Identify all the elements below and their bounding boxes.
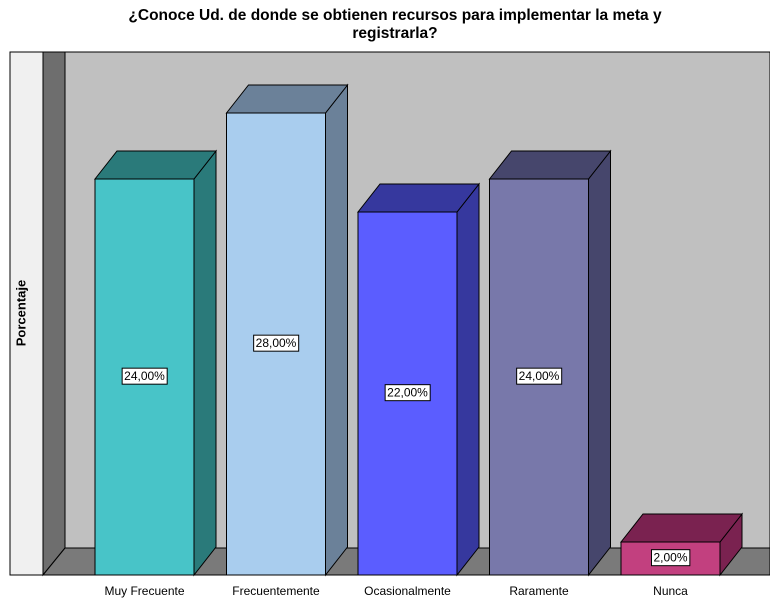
axis-panel bbox=[9, 51, 44, 576]
bar-side bbox=[193, 149, 217, 577]
bar-side bbox=[325, 83, 348, 577]
bar-side bbox=[588, 149, 611, 577]
left-wall bbox=[42, 51, 66, 577]
bar-top bbox=[619, 513, 744, 543]
value-label: 2,00% bbox=[653, 551, 687, 565]
value-label-box bbox=[121, 367, 168, 385]
bar-top bbox=[93, 150, 218, 180]
value-label-box bbox=[516, 367, 563, 385]
bar-side bbox=[456, 182, 480, 577]
y-axis-label: Porcentaje bbox=[13, 280, 28, 346]
x-tick-label: Nunca bbox=[653, 584, 688, 598]
x-tick-label: Frecuentemente bbox=[232, 584, 320, 598]
value-label: 28,00% bbox=[256, 336, 297, 350]
value-label-box bbox=[384, 384, 431, 402]
value-label: 24,00% bbox=[124, 369, 165, 383]
x-tick-label: Raramente bbox=[509, 584, 569, 598]
chart-title: registrarla? bbox=[352, 25, 437, 42]
value-label: 24,00% bbox=[519, 369, 560, 383]
x-tick-label: Muy Frecuente bbox=[104, 584, 184, 598]
bar-top bbox=[356, 183, 481, 213]
value-label-box bbox=[253, 334, 300, 352]
value-label: 22,00% bbox=[387, 386, 428, 400]
chart-title: ¿Conoce Ud. de donde se obtienen recurso… bbox=[128, 7, 662, 24]
bar-top bbox=[225, 84, 349, 114]
bar-top bbox=[488, 150, 612, 180]
value-label-box bbox=[650, 549, 691, 567]
x-tick-label: Ocasionalmente bbox=[364, 584, 451, 598]
